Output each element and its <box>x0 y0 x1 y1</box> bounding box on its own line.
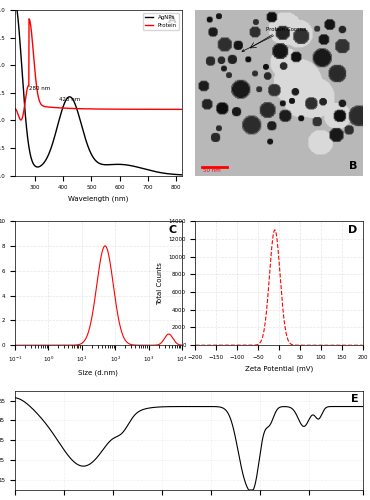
Text: A: A <box>168 15 177 25</box>
Text: C: C <box>169 224 177 234</box>
Text: Protein Corona: Protein Corona <box>242 26 307 52</box>
Legend: AgNPs, Protein: AgNPs, Protein <box>143 13 179 30</box>
Text: E: E <box>352 394 359 404</box>
X-axis label: Size (d.nm): Size (d.nm) <box>78 370 118 376</box>
X-axis label: Zeta Potential (mV): Zeta Potential (mV) <box>245 366 313 372</box>
X-axis label: Wavelength (nm): Wavelength (nm) <box>68 196 129 202</box>
Text: 423 nm: 423 nm <box>59 97 80 102</box>
Y-axis label: Total Counts: Total Counts <box>157 262 162 304</box>
Text: D: D <box>348 224 357 234</box>
Text: 50 nm: 50 nm <box>203 168 221 173</box>
Text: 280 nm: 280 nm <box>29 86 50 91</box>
Text: B: B <box>349 160 357 170</box>
